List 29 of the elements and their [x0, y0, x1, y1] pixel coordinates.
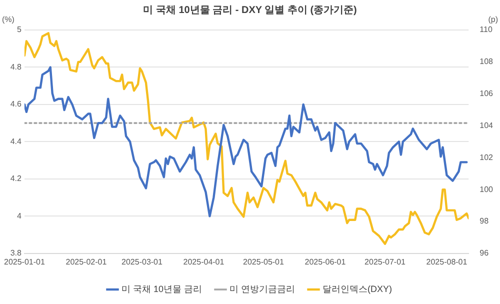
chart-title: 미 국채 10년물 금리 - DXY 일별 추이 (종가기준) [143, 4, 357, 16]
x-tick-label: 2025-02-01 [66, 257, 108, 266]
legend-label: 달러인덱스(DXY) [322, 284, 392, 294]
x-tick-label: 2025-04-01 [183, 257, 225, 266]
y-tick-label: 4.6 [10, 100, 22, 109]
y-tick-label: 3.8 [10, 248, 22, 258]
y-axis-title: (%) [2, 15, 15, 24]
x-tick-label: 2025-07-01 [364, 257, 406, 266]
x-tick-label: 2025-01-01 [4, 257, 46, 266]
y2-tick-label: 98 [480, 216, 490, 226]
x-tick-label: 2025-06-01 [304, 257, 346, 266]
y-tick-label: 5 [17, 25, 22, 34]
y-tick-label: 4.8 [10, 62, 22, 72]
x-tick-label: 2025-08-01 [426, 257, 468, 266]
x-tick-label: 2025-05-01 [243, 257, 284, 266]
legend-label: 미 국채 10년물 금리 [121, 284, 202, 294]
y2-tick-label: 100 [480, 184, 494, 194]
y2-tick-label: 110 [480, 25, 493, 34]
x-tick-label: 2025-03-01 [122, 257, 163, 266]
y-tick-label: 4.4 [10, 136, 22, 146]
y-tick-label: 4 [17, 211, 22, 220]
y2-axis-title: (p) [488, 15, 498, 24]
y2-tick-label: 106 [480, 89, 494, 98]
y-tick-label: 4.2 [10, 174, 22, 184]
y2-tick-label: 96 [480, 248, 490, 258]
y2-tick-label: 104 [480, 120, 494, 130]
y2-tick-label: 108 [480, 57, 494, 66]
legend-label: 미 연방기금금리 [230, 284, 296, 294]
y2-tick-label: 102 [480, 152, 494, 162]
